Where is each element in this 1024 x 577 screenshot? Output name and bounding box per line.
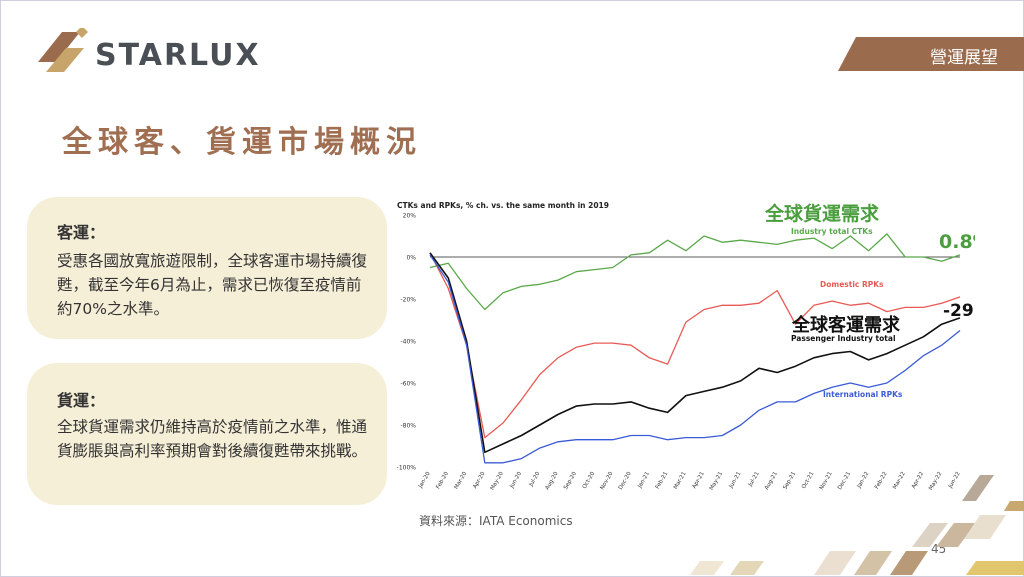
cargo-card: 貨運： 全球貨運需求仍維持高於疫情前之水準，惟通貨膨脹與高利率預期會對後續復甦帶… <box>27 363 387 505</box>
y-tick-label: -40% <box>400 339 416 346</box>
x-tick-label: Jan-21 <box>637 471 651 490</box>
series-line-2 <box>429 252 961 454</box>
x-tick-label: Aug-20 <box>545 471 560 492</box>
series-label-passenger-total: Passenger Industry total <box>791 334 896 343</box>
cargo-card-body: 全球貨運需求仍維持高於疫情前之水準，惟通貨膨脹與高利率預期會對後續復甦帶來挑戰。 <box>57 418 368 460</box>
passenger-demand-value: -29.2% <box>943 301 975 321</box>
x-tick-label: Oct-20 <box>582 471 597 490</box>
series-line-1 <box>429 252 961 439</box>
series-label-domestic: Domestic RPKs <box>820 280 884 289</box>
y-tick-label: -100% <box>397 465 417 472</box>
cargo-demand-value: 0.8% <box>939 231 975 253</box>
x-tick-label: May-20 <box>490 471 506 492</box>
x-tick-label: Sep-20 <box>563 471 578 491</box>
x-tick-label: Dec-20 <box>618 471 633 491</box>
cargo-card-heading: 貨運： <box>57 391 106 410</box>
x-tick-label: Feb-21 <box>655 471 670 490</box>
cargo-demand-annotation: 全球貨運需求 <box>764 202 880 225</box>
passenger-card-body: 受惠各國放寬旅遊限制，全球客運市場持續復甦，截至今年6月為止，需求已恢復至疫情前… <box>57 252 368 318</box>
starlux-logo-icon <box>38 28 88 72</box>
y-tick-label: -60% <box>400 381 416 388</box>
y-tick-label: 0% <box>406 255 416 262</box>
chart-title: CTKs and RPKs, % ch. vs. the same month … <box>397 201 609 210</box>
x-tick-label: Feb-20 <box>435 471 450 491</box>
x-tick-label: Nov-20 <box>600 471 615 491</box>
x-tick-label: Jan-20 <box>417 471 432 490</box>
series-label-ctk: Industry total CTKs <box>791 227 873 236</box>
series-line-3 <box>429 254 961 464</box>
decorative-stripes-icon <box>690 475 1024 575</box>
y-tick-label: 20% <box>403 213 417 220</box>
section-tag: 營運展望 <box>838 37 1024 71</box>
demand-line-chart: CTKs and RPKs, % ch. vs. the same month … <box>397 201 975 492</box>
x-tick-label: Jul-20 <box>528 471 542 489</box>
brand-name: STARLUX <box>95 38 261 73</box>
data-source: 資料來源：IATA Economics <box>419 514 573 528</box>
x-tick-label: Apr-20 <box>472 471 487 490</box>
x-tick-label: Jun-20 <box>509 471 524 491</box>
y-tick-label: -80% <box>400 423 416 430</box>
series-label-international: International RPKs <box>823 390 903 399</box>
passenger-card: 客運： 受惠各國放寬旅遊限制，全球客運市場持續復甦，截至今年6月為止，需求已恢復… <box>27 197 387 339</box>
y-tick-label: -20% <box>400 297 416 304</box>
passenger-card-heading: 客運： <box>57 223 106 242</box>
x-tick-label: Mar-20 <box>454 471 469 491</box>
passenger-demand-annotation: 全球客運需求 <box>791 314 901 336</box>
page-title: 全球客、貨運市場概況 <box>62 125 422 160</box>
series-line-0 <box>429 233 961 311</box>
section-tag-label: 營運展望 <box>930 48 998 68</box>
